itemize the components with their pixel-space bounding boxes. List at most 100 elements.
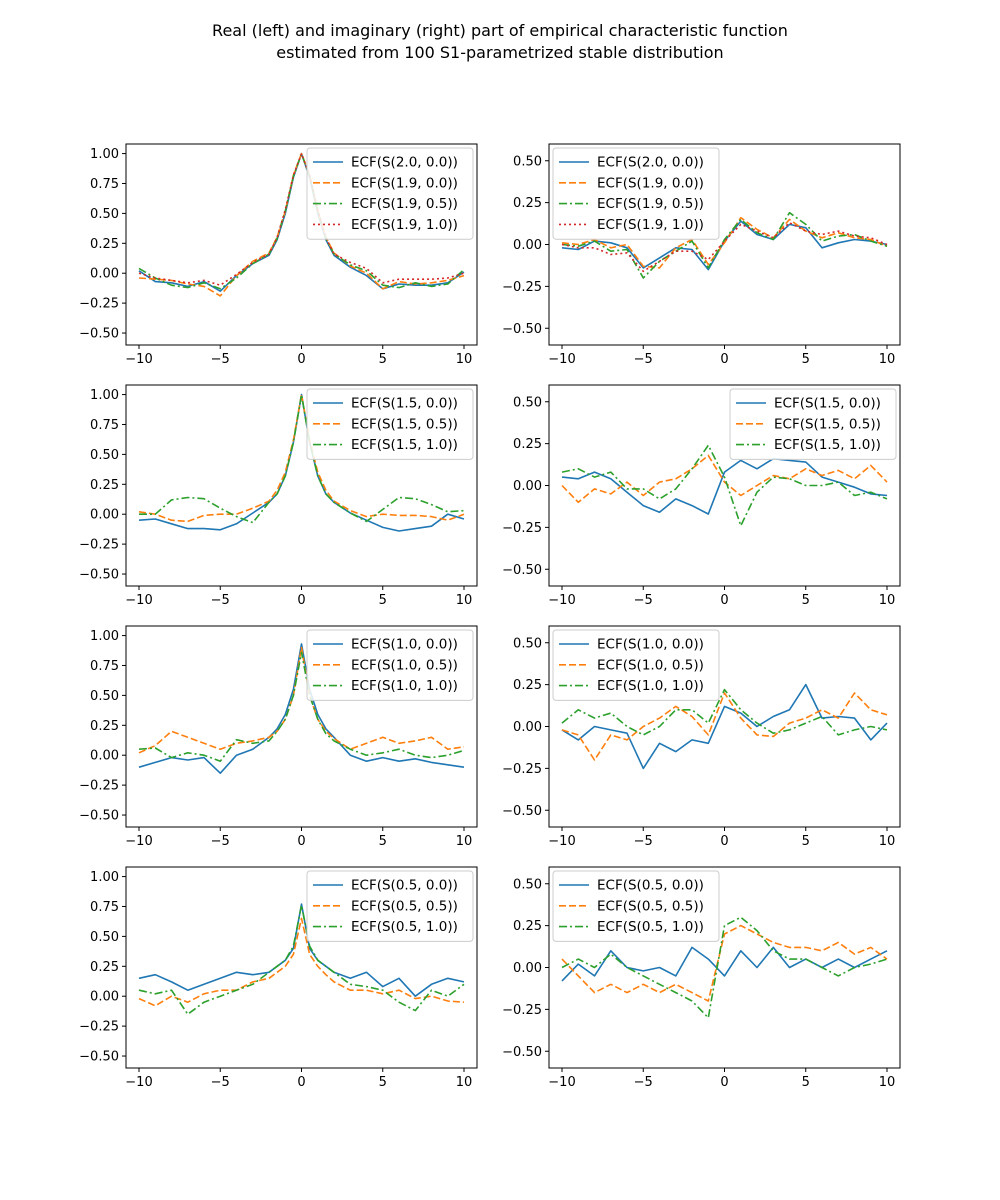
x-tick-label: 5: [379, 834, 387, 849]
x-tick-label: 0: [720, 593, 728, 608]
y-tick-label: 0.25: [90, 237, 119, 252]
x-tick-label: 5: [379, 1075, 387, 1090]
series-line-2: [561, 454, 888, 504]
x-tick-label: 5: [802, 834, 810, 849]
legend-label: ECF(S(1.0, 0.5)): [351, 657, 458, 673]
series-line-3: [561, 444, 888, 527]
figure-title-line2: estimated from 100 S1-parametrized stabl…: [276, 43, 724, 62]
subplot-left-row-4: −10 −5 0 5 10 −0.50 −0.25 0.00 0.25 0.50 0.75 1.00 E…: [79, 866, 478, 1090]
legend-label: ECF(S(1.9, 0.5)): [597, 196, 704, 212]
x-tick-label: −10: [548, 1075, 575, 1090]
subplot-left-row-2: −10 −5 0 5 10 −0.50 −0.25 0.00 0.25 0.50 0.75 1.00 E…: [79, 384, 478, 608]
subplot-left-row-1: −10 −5 0 5 10 −0.50 −0.25 0.00 0.25 0.50 0.75 1.00 E…: [79, 143, 478, 367]
x-tick-label: 0: [297, 834, 305, 849]
series-line-2: [138, 917, 465, 1007]
legend-label: ECF(S(0.5, 1.0)): [351, 919, 458, 935]
x-tick-label: −10: [125, 834, 152, 849]
series-line-3: [139, 393, 465, 524]
legend: ECF(S(1.0, 0.0)) ECF(S(1.0, 0.5)) ECF(S(1.…: [306, 629, 474, 701]
y-tick-label: 0.25: [90, 719, 119, 734]
y-tick-label: 0.50: [513, 636, 542, 651]
series-line-3: [561, 211, 888, 279]
y-tick-label: −0.25: [79, 538, 119, 553]
y-tick-label: −0.50: [502, 1045, 542, 1060]
legend-label: ECF(S(1.5, 0.0)): [351, 396, 458, 412]
x-tick-label: −5: [211, 1075, 230, 1090]
y-tick-label: 0.00: [90, 749, 119, 764]
y-tick-label: 0.25: [513, 196, 542, 211]
legend-box: [552, 147, 720, 240]
legend-label: ECF(S(0.5, 0.5)): [597, 898, 704, 914]
x-tick-label: 0: [297, 352, 305, 367]
x-tick-label: 5: [802, 1075, 810, 1090]
y-tick-label: 0.50: [513, 154, 542, 169]
x-tick-label: −10: [125, 352, 152, 367]
y-tick-label: 0.00: [513, 961, 542, 976]
legend-label: ECF(S(0.5, 0.0)): [597, 878, 704, 894]
legend-box: [729, 388, 897, 460]
y-tick-label: −0.50: [79, 809, 119, 824]
x-tick-label: −5: [211, 352, 230, 367]
legend-box: [552, 870, 720, 942]
y-tick-label: 0.50: [90, 448, 119, 463]
y-tick-label: 1.00: [90, 629, 119, 644]
y-tick-label: 1.00: [90, 147, 119, 162]
legend-label: ECF(S(1.0, 1.0)): [351, 678, 458, 694]
x-tick-label: 10: [456, 1075, 473, 1090]
y-tick-label: 0.50: [513, 877, 542, 892]
legend-label: ECF(S(1.9, 1.0)): [597, 217, 704, 233]
legend-label: ECF(S(1.0, 0.0)): [351, 637, 458, 653]
legend: ECF(S(2.0, 0.0)) ECF(S(1.9, 0.0)) ECF(S(1.…: [306, 147, 474, 240]
series-line-3: [561, 916, 888, 1019]
x-tick-label: 10: [879, 834, 896, 849]
series-line-3: [138, 904, 465, 1015]
subplot-right-row-1: −10 −5 0 5 10 −0.50 −0.25 0.00 0.25 0.50 ECF(S(2.0…: [502, 143, 901, 367]
x-tick-label: 0: [297, 1075, 305, 1090]
series-line-1: [138, 393, 465, 532]
legend-label: ECF(S(0.5, 0.5)): [351, 898, 458, 914]
series-line-2: [138, 646, 465, 754]
x-tick-label: −5: [634, 352, 653, 367]
x-tick-label: −5: [211, 834, 230, 849]
subplot-right-row-3: −10 −5 0 5 10 −0.50 −0.25 0.00 0.25 0.50 ECF(S(1.0…: [502, 625, 901, 849]
y-tick-label: 0.75: [90, 659, 119, 674]
x-tick-label: 0: [720, 1075, 728, 1090]
y-tick-label: −0.25: [79, 1020, 119, 1035]
y-tick-label: 0.75: [90, 418, 119, 433]
subplot-right-row-4: −10 −5 0 5 10 −0.50 −0.25 0.00 0.25 0.50 ECF(S(0.5…: [502, 866, 901, 1090]
y-tick-label: 0.50: [90, 207, 119, 222]
legend-label: ECF(S(1.5, 0.5)): [351, 416, 458, 432]
x-tick-label: −10: [125, 1075, 152, 1090]
y-tick-label: 0.25: [513, 919, 542, 934]
series-line-1: [561, 457, 888, 515]
x-tick-label: 5: [802, 352, 810, 367]
series-line-3: [561, 688, 888, 736]
series-line-1: [138, 903, 465, 997]
x-tick-label: 5: [379, 593, 387, 608]
y-tick-label: −0.25: [502, 280, 542, 295]
figure-title: Real (left) and imaginary (right) part o…: [0, 20, 1000, 64]
series-line-1: [138, 643, 465, 774]
series-line-3: [138, 152, 465, 290]
y-tick-label: 1.00: [90, 388, 119, 403]
series-line-3: [138, 651, 465, 762]
series-line-4: [138, 152, 465, 286]
x-tick-label: 10: [456, 352, 473, 367]
legend: ECF(S(0.5, 0.0)) ECF(S(0.5, 0.5)) ECF(S(0.…: [306, 870, 474, 942]
legend-label: ECF(S(1.0, 0.0)): [597, 637, 704, 653]
y-tick-label: −0.50: [79, 327, 119, 342]
series-line-2: [561, 924, 888, 1002]
y-tick-label: −0.25: [79, 297, 119, 312]
series-line-2: [561, 216, 888, 269]
y-tick-label: −0.50: [502, 322, 542, 337]
y-tick-label: 0.00: [513, 479, 542, 494]
legend-label: ECF(S(1.9, 0.5)): [351, 196, 458, 212]
y-tick-label: 1.00: [90, 870, 119, 885]
legend-box: [306, 388, 474, 460]
subplot-right-row-2: −10 −5 0 5 10 −0.50 −0.25 0.00 0.25 0.50 ECF(S(1.5…: [502, 384, 901, 608]
x-tick-label: 10: [879, 593, 896, 608]
x-tick-label: −10: [125, 593, 152, 608]
y-tick-label: 0.25: [90, 478, 119, 493]
legend-box: [306, 870, 474, 942]
